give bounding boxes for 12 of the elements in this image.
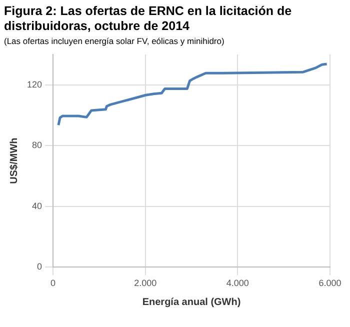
x-tick-label: 2.000: [134, 278, 157, 288]
x-tick-label: 6.000: [318, 278, 342, 288]
chart-subtitle: (Las ofertas incluyen energía solar FV, eólicas y minihidro): [4, 36, 226, 46]
y-tick-label: 80: [32, 140, 42, 150]
x-axis-title: Energía anual (GWh): [142, 296, 241, 308]
x-tick-label: 4.000: [226, 278, 249, 288]
y-axis-title: US$/MWh: [8, 138, 20, 184]
chart-title: Figura 2: Las ofertas de ERNC en la licitación de distribuidoras, octubre de 2014: [4, 4, 293, 34]
y-tick-label: 120: [26, 79, 42, 90]
x-tick-label: 0: [50, 278, 56, 288]
y-tick-label: 0: [37, 262, 42, 272]
y-tick-label: 40: [32, 200, 42, 211]
